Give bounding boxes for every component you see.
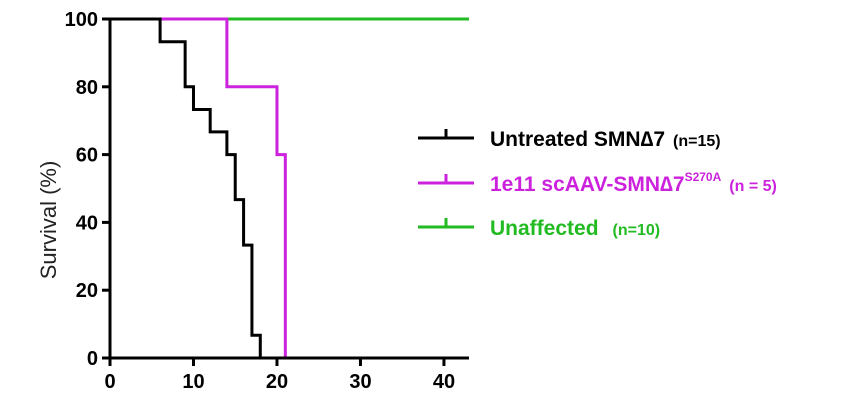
y-axis-title: Survival (%) <box>36 161 61 280</box>
legend-series-name: Unaffected <box>490 217 599 240</box>
y-tick-label: 0 <box>87 348 98 370</box>
y-tick-label: 60 <box>76 145 98 167</box>
y-tick-label: 100 <box>65 9 98 31</box>
legend-n-label: (n = 5) <box>729 178 777 195</box>
legend-series-superscript: S270A <box>685 170 722 184</box>
y-tick-label: 80 <box>76 77 98 99</box>
x-tick-label: 30 <box>349 371 371 393</box>
legend-n-label: (n=15) <box>673 133 721 150</box>
legend-label: Untreated SMN∆7 (n=15) <box>490 128 721 151</box>
legend-n-label: (n=10) <box>613 222 661 239</box>
legend-label: Unaffected (n=10) <box>490 217 660 240</box>
plot-area: 0 10 20 30 40 0 20 40 60 80 100 <box>65 9 469 393</box>
x-tick-label: 20 <box>266 371 288 393</box>
series-line-1 <box>110 17 262 358</box>
y-tick-label: 40 <box>76 212 98 234</box>
legend: Untreated SMN∆7 (n=15) 1e11 scAAV-SMN∆7S27… <box>418 128 777 240</box>
x-tick-label: 10 <box>182 371 204 393</box>
legend-item-3: Unaffected (n=10) <box>418 217 660 240</box>
legend-series-name: 1e11 scAAV-SMN∆7 <box>490 173 685 196</box>
legend-label: 1e11 scAAV-SMN∆7S270A (n = 5) <box>490 170 777 196</box>
y-tick-label: 20 <box>76 280 98 302</box>
series-line-2 <box>110 17 287 358</box>
x-tick-label: 0 <box>104 371 115 393</box>
legend-item-2: 1e11 scAAV-SMN∆7S270A (n = 5) <box>418 170 777 196</box>
legend-item-1: Untreated SMN∆7 (n=15) <box>418 128 721 151</box>
x-tick-label: 40 <box>433 371 455 393</box>
legend-series-name: Untreated SMN∆7 <box>490 128 665 151</box>
